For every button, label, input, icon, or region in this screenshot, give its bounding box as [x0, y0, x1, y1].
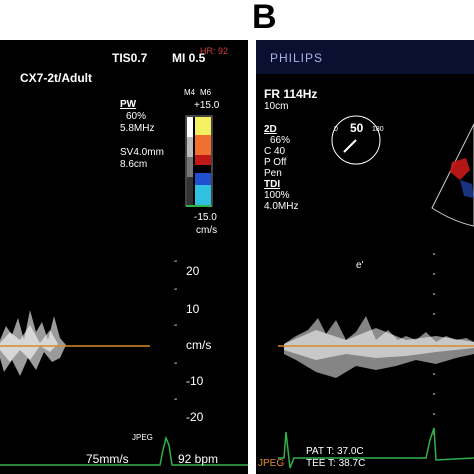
scale-dash-4: - [174, 358, 178, 369]
panel-b-graphics [278, 115, 474, 469]
tdi-gain: 100% [264, 190, 290, 201]
scale-dash-3: - [174, 320, 178, 331]
wave-label-e-prime: e' [356, 260, 364, 271]
ecg-trace [0, 435, 248, 466]
colorbar-min: -15.0 [194, 212, 217, 223]
colorbar-grayscale [187, 117, 193, 205]
pw-mode-title: PW [120, 99, 137, 110]
dial-label-right: 180 [372, 126, 384, 133]
scale-tick-minus10: -10 [186, 374, 204, 388]
colorbar-unit: cm/s [196, 225, 218, 236]
heart-rate-bpm: 92 bpm [178, 452, 219, 466]
mode-2d-title: 2D [264, 124, 277, 135]
ultrasound-panel-b: PHILIPS FR 114Hz 10cm 2D 66% C 40 P Off … [256, 40, 474, 474]
frame-rate: FR 114Hz [264, 87, 318, 101]
ecg-trace-b [278, 427, 474, 469]
sweep-speed: 75mm/s [86, 452, 129, 466]
scale-tick-20: 20 [186, 264, 200, 278]
tdi-spectrum [284, 316, 474, 378]
colorbar-map-right: M6 [200, 88, 212, 97]
hr-readout: HR: 92 [200, 46, 229, 56]
pw-depth: 8.6cm [120, 159, 148, 170]
tdi-mode-title: TDI [264, 179, 281, 190]
tee-temperature: TEE T: 38.7C [306, 458, 366, 469]
colorbar-velocity [195, 117, 211, 205]
dial-label-center: 50 [350, 121, 364, 135]
colorbar-max: +15.0 [194, 100, 220, 111]
scale-dash-5: - [174, 394, 178, 405]
scale-dash-1: - [174, 256, 178, 267]
mi-readout: MI 0.5 [172, 51, 206, 65]
angle-dial [331, 115, 381, 165]
sector-color-flow [450, 158, 474, 198]
panel-label-b: B [252, 0, 277, 36]
tis-readout: TIS0.7 [112, 51, 148, 65]
angle-dial-needle [343, 139, 357, 153]
panel-a-graphics [0, 115, 248, 466]
tdi-frequency: 4.0MHz [264, 201, 299, 212]
format-label-b: JPEG [258, 458, 285, 469]
pw-sample-volume: SV4.0mm [120, 147, 164, 158]
mode-2d-pen: Pen [264, 168, 282, 179]
mode-2d-persistence: P Off [264, 157, 287, 168]
pw-frequency: 5.8MHz [120, 123, 155, 134]
pw-gain: 60% [126, 111, 147, 122]
scale-tick-10: 10 [186, 302, 200, 316]
brand-bar [256, 40, 474, 74]
scale-unit: cm/s [186, 338, 212, 352]
depth-b: 10cm [264, 101, 289, 112]
brand-logo: PHILIPS [270, 51, 324, 65]
scale-dash-2: - [174, 284, 178, 295]
patient-temperature: PAT T: 37.0C [306, 446, 364, 457]
mode-2d-compress: C 40 [264, 146, 286, 157]
colorbar-map-left: M4 [184, 88, 196, 97]
doppler-spectrum [0, 310, 66, 376]
probe-label: CX7-2t/Adult [20, 71, 92, 85]
format-label-a: JPEG [132, 433, 153, 442]
mode-2d-gain: 66% [270, 135, 291, 146]
scale-tick-minus20: -20 [186, 410, 204, 424]
ultrasound-panel-a: TIS0.7 MI 0.5 HR: 92 CX7-2t/Adult PW 60%… [0, 40, 248, 474]
sector-outline [431, 123, 474, 227]
dial-label-left: 0 [334, 126, 338, 133]
